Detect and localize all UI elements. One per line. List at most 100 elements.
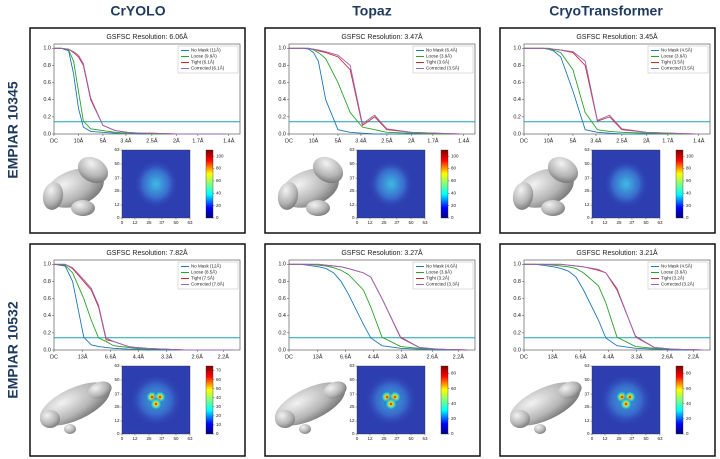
x-tick-label: DC (285, 138, 293, 144)
x-tick-label: 63 (422, 436, 428, 441)
x-tick-label: 0 (356, 436, 359, 441)
colorbar-tick-label: 60 (686, 178, 692, 183)
x-tick-label: DC (520, 354, 528, 360)
colorbar-tick-label: 40 (216, 395, 222, 400)
map-blob (534, 424, 546, 434)
x-tick-label: 3.3Å (396, 353, 408, 360)
x-tick-label: 1.7Å (427, 137, 439, 144)
x-tick-label: 13Å (548, 353, 558, 360)
y-tick-label: 0.8 (513, 63, 521, 69)
map-blob (510, 410, 530, 428)
x-tick-label: 1.4Å (458, 137, 470, 144)
y-tick-label: 0.8 (43, 279, 51, 285)
legend-label: Corrected (3.2Å) (661, 281, 695, 287)
colorbar-tick-label: 20 (216, 203, 222, 208)
x-tick-label: 37 (629, 436, 635, 441)
colorbar-tick-label: 80 (216, 166, 222, 171)
heatmap-frame (591, 365, 661, 435)
legend-label: Tight (7.5Å) (191, 275, 215, 281)
x-tick-label: 2.5Å (616, 137, 628, 144)
x-tick-label: 0 (591, 220, 594, 225)
x-tick-label: 4.4Å (603, 353, 615, 360)
colorbar-tick-label: 80 (686, 371, 692, 376)
y-tick-label: 12 (114, 418, 120, 423)
map-render (277, 156, 344, 216)
y-tick-label: 50 (584, 377, 590, 382)
colorbar-tick-label: 80 (686, 166, 692, 171)
x-tick-label: 2.6Å (662, 353, 674, 360)
y-tick-label: 0.8 (513, 279, 521, 285)
map-render (512, 156, 579, 216)
y-tick-label: 0.2 (278, 114, 286, 120)
legend-label: Corrected (3.5Å) (661, 65, 695, 71)
map-blob (541, 200, 565, 216)
y-tick-label: 63 (584, 147, 590, 152)
fsc-line (524, 263, 703, 351)
y-tick-label: 0.6 (278, 296, 286, 302)
y-tick-label: 37 (584, 391, 590, 396)
x-tick-label: 25 (616, 436, 622, 441)
x-tick-label: 12 (367, 220, 373, 225)
x-tick-label: 2.2Å (688, 353, 700, 360)
x-tick-label: 2.6Å (192, 353, 204, 360)
map-blob (547, 156, 579, 184)
legend-label: Corrected (7.8Å) (191, 281, 225, 287)
x-tick-label: 1.7Å (192, 137, 204, 144)
y-tick-label: 63 (584, 363, 590, 368)
x-tick-label: 25 (616, 220, 622, 225)
x-tick-label: 0 (121, 220, 124, 225)
colorbar-tick-label: 0 (216, 215, 219, 220)
x-tick-label: 13Å (78, 353, 88, 360)
fsc-line (54, 47, 226, 135)
panel-frame (264, 243, 481, 457)
y-tick-label: 25 (114, 188, 120, 193)
map-render (42, 156, 109, 216)
plot-area (288, 259, 476, 351)
colorbar-tick-label: 60 (686, 386, 692, 391)
y-tick-label: 0.4 (513, 313, 521, 319)
colorbar (205, 149, 214, 219)
y-tick-label: 50 (349, 161, 355, 166)
x-tick-label: 1.4Å (223, 137, 235, 144)
panel-frame (499, 27, 716, 234)
x-tick-label: 63 (657, 436, 663, 441)
y-tick-label: 1.0 (513, 46, 521, 52)
y-tick-label: 0.0 (43, 347, 51, 353)
y-tick-label: 0.4 (43, 97, 51, 103)
y-tick-label: 12 (349, 202, 355, 207)
heatmap-spot (149, 397, 163, 411)
colorbar-tick-label: 10 (216, 422, 222, 427)
x-tick-label: 50 (173, 436, 179, 441)
chart-title: GSFSC Resolution: 3.27Å (341, 248, 423, 257)
x-tick-label: 2Å (408, 137, 415, 144)
fsc-line (524, 263, 703, 351)
x-tick-label: 12 (132, 220, 138, 225)
panel-frame (29, 27, 246, 234)
legend-label: Loose (3.9Å) (426, 53, 452, 59)
colorbar-tick-label: 0 (216, 431, 219, 436)
heatmap-frame (356, 149, 426, 219)
y-tick-label: 0.4 (513, 97, 521, 103)
x-tick-label: 63 (187, 220, 193, 225)
y-tick-label: 0 (587, 215, 590, 220)
legend-label: Tight (3.5Å) (661, 59, 685, 65)
map-blob (306, 200, 330, 216)
y-tick-label: 1.0 (278, 262, 286, 268)
colorbar-tick-label: 30 (216, 404, 222, 409)
y-tick-label: 0 (117, 431, 120, 436)
fsc-line (289, 263, 468, 351)
legend-label: Loose (3.9Å) (661, 269, 687, 275)
heatmap-frame (121, 149, 191, 219)
y-tick-label: 0 (587, 431, 590, 436)
y-tick-label: 0.0 (513, 347, 521, 353)
y-tick-label: 0.2 (513, 330, 521, 336)
y-tick-label: 0.4 (278, 313, 286, 319)
heatmap-spot (384, 397, 398, 411)
chart-title: GSFSC Resolution: 7.82Å (106, 248, 188, 257)
x-tick-label: 2.6Å (427, 353, 439, 360)
x-tick-label: 3.4Å (120, 137, 132, 144)
y-tick-label: 12 (584, 202, 590, 207)
x-tick-label: 0 (591, 436, 594, 441)
heatmap-spot (619, 397, 633, 411)
y-tick-label: 25 (584, 404, 590, 409)
